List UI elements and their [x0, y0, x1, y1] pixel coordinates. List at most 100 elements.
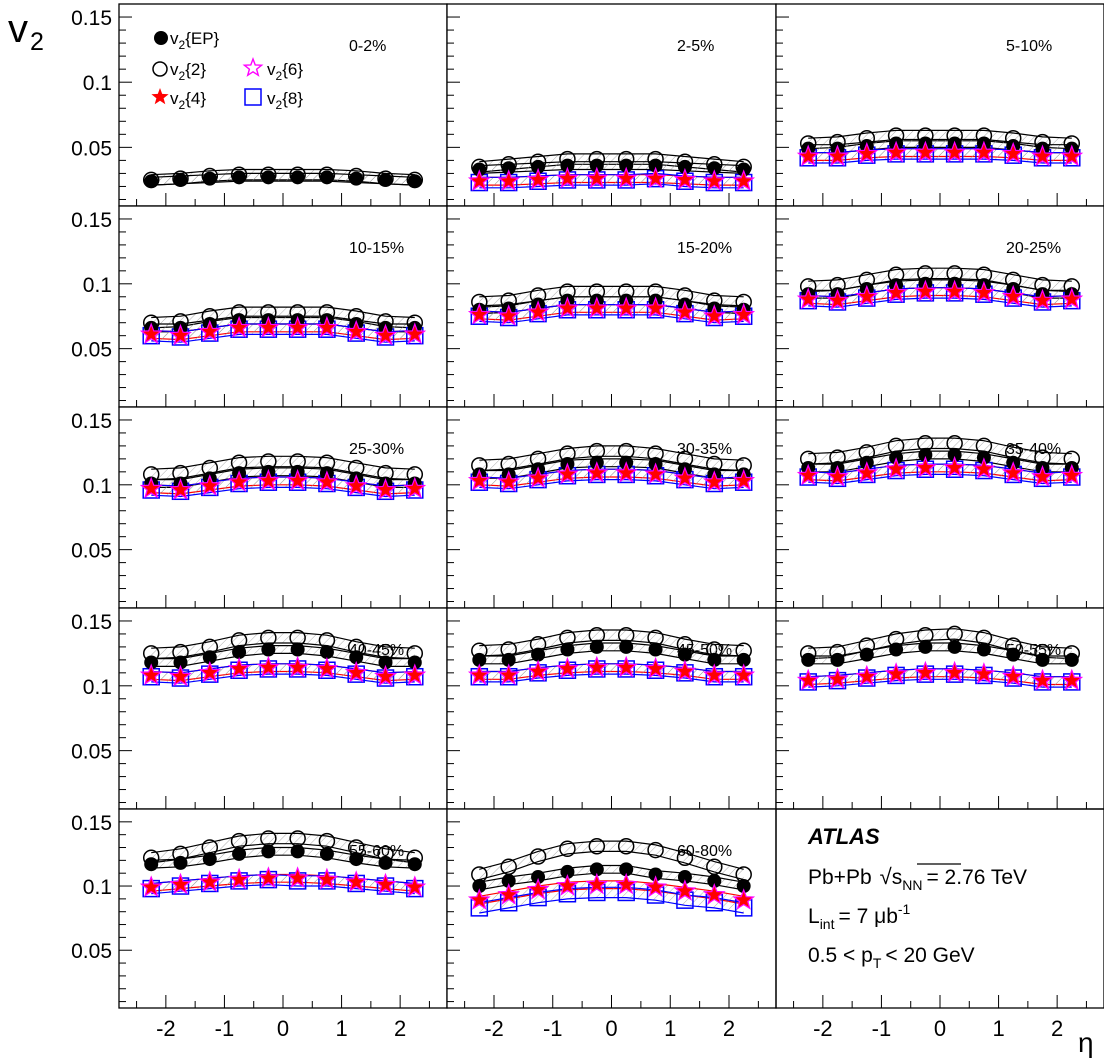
v2-systematic-band [151, 456, 415, 480]
v2-ep-point [677, 647, 692, 662]
centrality-label: 10-15% [349, 240, 404, 257]
v2-2-point [289, 830, 306, 847]
v2-4-point [618, 464, 635, 480]
v2-ep-point [677, 159, 692, 174]
v2-band-lower [808, 447, 1072, 465]
legend-sub-v8: 2 [276, 98, 283, 112]
v2-band-upper [479, 445, 744, 461]
v2-4-point [289, 869, 306, 886]
v2-ep-point [501, 873, 516, 888]
centrality-label: 5-10% [1006, 38, 1052, 55]
v2-ep-point [319, 170, 334, 185]
svg-text:v2{2}: v2{2} [170, 60, 206, 83]
v8-band-lower [479, 314, 744, 324]
v2-ep-point [349, 650, 364, 665]
v2-4-point [172, 876, 189, 892]
v8-band-lower [151, 673, 415, 684]
v2-4-point [676, 663, 693, 679]
v2-4-point [618, 876, 635, 892]
v2-4-point [260, 472, 277, 488]
svg-text:v2{EP}: v2{EP} [170, 29, 220, 52]
legend-star-filled [151, 88, 169, 105]
v2-4-point [829, 468, 846, 484]
v2-6-point [614, 872, 638, 895]
ep-band-lower [808, 650, 1072, 665]
panel-frame [446, 406, 777, 609]
ep-band-upper [151, 644, 415, 660]
v2-4-point [201, 477, 218, 493]
v2-2-point [529, 848, 547, 865]
v2-ep-point [677, 870, 692, 885]
v2-4-point [530, 663, 547, 679]
v2-4-point [348, 873, 365, 890]
v2-ep-point [589, 862, 604, 877]
v2-6-point [467, 663, 491, 686]
v2-6-point [497, 663, 521, 686]
v2-2-point [676, 849, 694, 867]
v2-6-point [644, 462, 667, 485]
v2-6-point [403, 875, 427, 898]
lumi-value: = 7 μb [838, 905, 897, 928]
v2-6-point [315, 315, 339, 338]
v2-ep-point [290, 642, 305, 657]
v2-6-point [403, 663, 427, 686]
v8-band-lower [151, 486, 415, 498]
v2-ep-point [707, 873, 722, 888]
v2-6-point [972, 280, 996, 303]
v2-6-point [796, 287, 820, 310]
v2-4-point [888, 284, 905, 300]
v2-ep-point [589, 639, 604, 654]
v2-6-point [227, 656, 251, 679]
v2-6-point [1031, 465, 1054, 487]
panels-grid: 0-2% 2-5% 5-10% 10-15% 15-20% 20-25% 25-30% 30-… [71, 3, 1104, 1041]
y-tick-label: 0.1 [83, 274, 112, 297]
system-name: Pb+Pb [808, 866, 872, 889]
v2-4-point [231, 660, 248, 676]
v2-6-point [403, 476, 427, 499]
v2-4-point [888, 460, 905, 477]
v2-ep-point [319, 846, 334, 861]
v2-6-point [884, 457, 908, 479]
v2-6-point [796, 463, 820, 486]
v8-band-upper [479, 304, 744, 313]
v2-6-point [796, 668, 820, 691]
legend: v2{EP} v2{2} v2{4} v2{6} v2{8} [151, 29, 303, 112]
v2-ep-point [349, 852, 364, 867]
v2-4-point [318, 660, 335, 676]
v2-6-point [796, 144, 820, 167]
legend-sub-ep: 2 [179, 38, 186, 52]
v2-band-lower [479, 455, 744, 472]
v2-6-point [227, 867, 251, 890]
v2-4-point [858, 288, 875, 304]
v2-ep-point [144, 857, 159, 872]
v2-6-point [374, 872, 397, 895]
v2-2-point [230, 832, 248, 850]
v2-4-point [858, 145, 875, 161]
v2-6-point [913, 279, 937, 302]
atlas-annotation: ATLAS Pb+Pb √sNN = 2.76 TeV Lint = 7 μb-1 0… [807, 824, 1027, 971]
v2-6-point [556, 296, 579, 319]
v2-6-point [556, 462, 579, 485]
v2-4-point [471, 306, 488, 322]
v2-6-point [972, 457, 996, 479]
v2-ep-point [1035, 652, 1050, 667]
v2-4-point [1005, 668, 1022, 684]
panel-55-60%: 55-60% [118, 808, 448, 1009]
ylabel-subscript: 2 [30, 28, 44, 56]
legend-label-v4: v [170, 89, 179, 108]
v2-4-point [406, 325, 423, 342]
v2-ep-point [349, 171, 364, 186]
v2-4-point [706, 666, 723, 683]
ep-band-lower [479, 466, 744, 479]
panel-frame [775, 607, 1104, 810]
v2-6-point [344, 474, 368, 496]
legend-star-open [242, 56, 264, 77]
v2-6-point [943, 660, 967, 683]
v2-4-point [318, 319, 335, 335]
v8-band-lower [479, 183, 744, 189]
v2-systematic-band [151, 632, 415, 659]
v2-6-point [673, 879, 697, 901]
panel-15-20%: 15-20% [446, 205, 777, 408]
v2-ep-point [319, 645, 334, 660]
